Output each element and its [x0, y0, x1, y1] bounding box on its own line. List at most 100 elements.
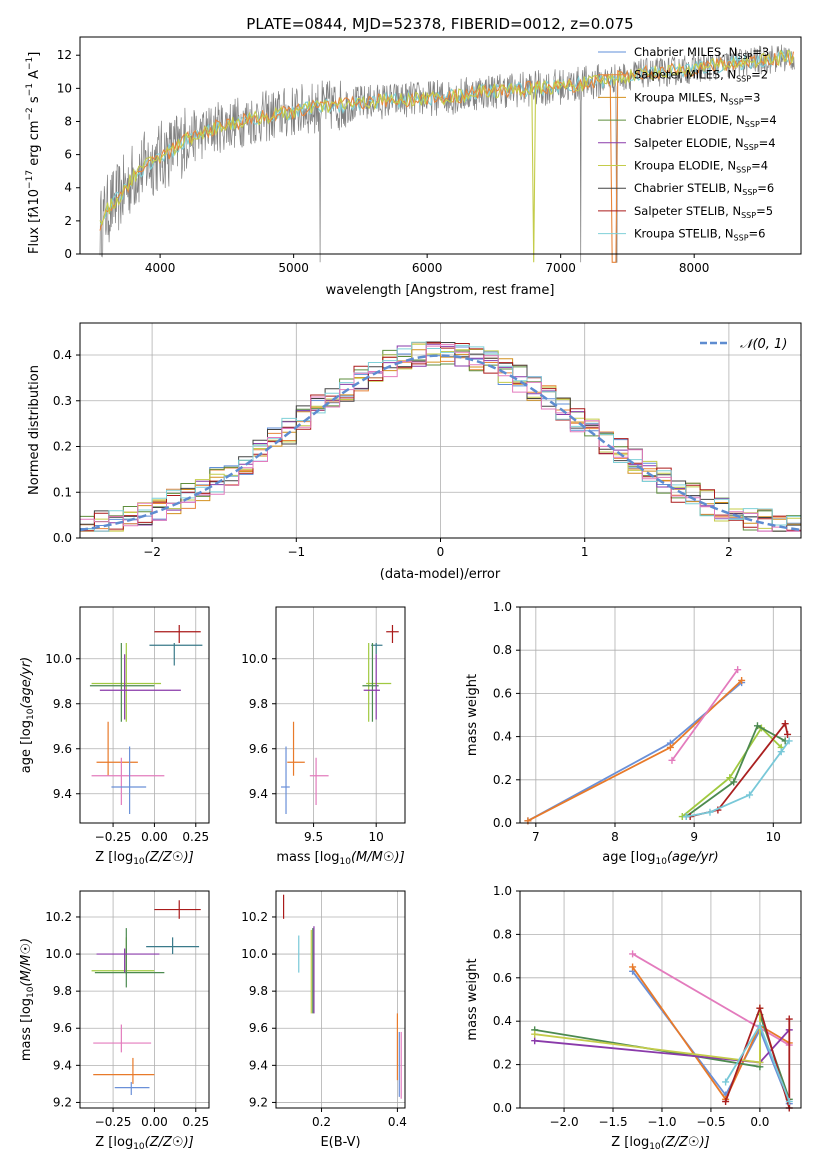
xlabel: E(B-V)	[320, 1135, 360, 1150]
weight-marker	[753, 722, 761, 730]
legend-entry-sub: SSP	[736, 166, 751, 175]
panel-data	[91, 900, 201, 1096]
weight-marker	[726, 774, 734, 782]
weight-marker	[756, 1004, 764, 1012]
legend-entry-sub: SSP	[729, 97, 744, 106]
spectrum-xtick-label: 7000	[545, 261, 576, 275]
spectrum-xtick-label: 5000	[278, 261, 309, 275]
xtick-label: 0.00	[141, 830, 168, 844]
xlabel-main: Z [log	[95, 850, 133, 865]
ytick-label: 1.0	[493, 884, 512, 898]
ytick-label: 9.6	[249, 1021, 268, 1035]
residual-ytick-label: 0.0	[53, 531, 72, 545]
ylabel-main: mass weight	[465, 958, 480, 1040]
legend-entry: Salpeter STELIB, NSSP=5	[634, 204, 773, 220]
weight-marker	[784, 730, 792, 738]
residual-histogram-step	[80, 349, 801, 532]
weight-marker	[629, 950, 637, 958]
legend-entry: Chabrier ELODIE, NSSP=4	[634, 113, 777, 129]
ytick-label: 0.8	[493, 927, 512, 941]
ytick-label: 10.0	[241, 652, 268, 666]
residual-legend: 𝒩(0, 1)	[700, 337, 787, 352]
legend-entry-n: =4	[751, 159, 768, 173]
xlabel: mass [log10(M/M☉)]	[276, 850, 404, 867]
legend-entry: Kroupa MILES, NSSP=3	[634, 90, 760, 106]
ytick-label: 9.4	[249, 1058, 268, 1072]
legend-entry-name: Kroupa STELIB, N	[634, 227, 734, 241]
legend-entry-sub: SSP	[737, 52, 752, 61]
weight-line	[671, 669, 739, 761]
residual-histograms	[79, 341, 802, 532]
legend-entry-name: Chabrier ELODIE, N	[634, 113, 745, 127]
residual-histogram-step	[80, 349, 801, 532]
residual-axes-frame	[79, 322, 802, 539]
spectrum-xtick-label: 6000	[412, 261, 443, 275]
xtick-label: 0.25	[182, 830, 209, 844]
xlabel-rest: (Z/Z☉)]	[145, 850, 194, 865]
spectrum-ylabel: Flux [fλ10−17 erg cm−2 s−1 A−1]	[25, 52, 42, 254]
residual-xtick-label: 1	[581, 545, 589, 559]
xlabel-main: Z [log	[611, 1135, 649, 1150]
residual-ylabel: Normed distribution	[27, 365, 42, 495]
model-spectrum-line	[99, 49, 795, 263]
legend-entry-n: =4	[759, 136, 776, 150]
ylabel-main: age [log	[19, 720, 34, 773]
legend-entry: Chabrier STELIB, NSSP=6	[634, 181, 774, 197]
xlabel-main: mass [log	[276, 850, 339, 865]
xlabel-sub: 10	[656, 857, 668, 867]
weight-line	[685, 724, 786, 818]
ytick-label: 0.8	[493, 643, 512, 657]
spectrum-axes-frame	[79, 36, 802, 255]
ytick-label: 9.6	[53, 1021, 72, 1035]
weight-marker	[682, 813, 690, 821]
legend-entry: Chabrier MILES, NSSP=3	[634, 45, 769, 61]
spectrum-ytick-label: 8	[64, 114, 72, 128]
legend-entry-name: Salpeter MILES, N	[634, 68, 736, 82]
weight-marker	[785, 737, 793, 745]
ylabel: mass [log10(M/M☉)	[19, 938, 36, 1061]
xlabel-sub: 10	[133, 1142, 145, 1152]
legend-entry: Kroupa STELIB, NSSP=6	[634, 227, 765, 243]
ylabel-sub: 10	[26, 708, 36, 720]
legend-entry-name: Chabrier STELIB, N	[634, 181, 742, 195]
legend-entry-sub: SSP	[741, 211, 756, 220]
residual-xtick-label: −1	[287, 545, 305, 559]
legend-entry: Salpeter MILES, NSSP=2	[634, 68, 768, 84]
residual-ytick-label: 0.1	[53, 485, 72, 499]
panel-data	[524, 666, 793, 825]
z-weight-panel: −2.0 −1.5 −1.0 −0.5 0.0 0.0 0.2 0.4 0.6 0.8 1.0 Z […	[465, 884, 802, 1152]
ylabel: mass weight	[465, 958, 480, 1040]
legend-entry-name: Salpeter STELIB, N	[634, 204, 741, 218]
weight-marker	[666, 743, 674, 751]
ylabel-main: mass [log	[19, 998, 34, 1061]
ytick-label: 9.6	[249, 742, 268, 756]
xlabel-main: Z [log	[95, 1135, 133, 1150]
xlabel-rest: (Z/Z☉)]	[145, 1135, 194, 1150]
spectrum-title: PLATE=0844, MJD=52378, FIBERID=0012, z=0…	[246, 15, 633, 33]
ytick-label: 0.0	[493, 1101, 512, 1115]
ytick-label: 9.6	[53, 742, 72, 756]
ylabel: mass weight	[465, 674, 480, 756]
spectrum-ytick-label: 12	[57, 48, 72, 62]
weight-marker	[785, 1097, 793, 1105]
z-mass-panel: −0.25 0.00 0.259.29.49.69.810.010.2Z [log1…	[19, 890, 210, 1152]
ytick-label: 9.4	[249, 787, 268, 801]
ylabel-main: mass weight	[465, 674, 480, 756]
weight-marker	[785, 1015, 793, 1023]
normal-distribution-curve	[79, 354, 802, 532]
ytick-label: 9.8	[53, 984, 72, 998]
legend-entry-name: Kroupa ELODIE, N	[634, 159, 736, 173]
spectrum-xlabel: wavelength [Angstrom, rest frame]	[326, 283, 555, 298]
ytick-label: 0.6	[493, 971, 512, 985]
ytick-label: 9.8	[249, 697, 268, 711]
weight-marker	[722, 1097, 730, 1105]
spectrum-ytick-label: 10	[57, 81, 72, 95]
panel-data	[281, 625, 399, 814]
axes-frame	[79, 606, 210, 824]
legend-entry-n: =2	[751, 68, 768, 82]
xtick-label: −2.0	[549, 1115, 578, 1129]
ytick-label: 1.0	[493, 600, 512, 614]
